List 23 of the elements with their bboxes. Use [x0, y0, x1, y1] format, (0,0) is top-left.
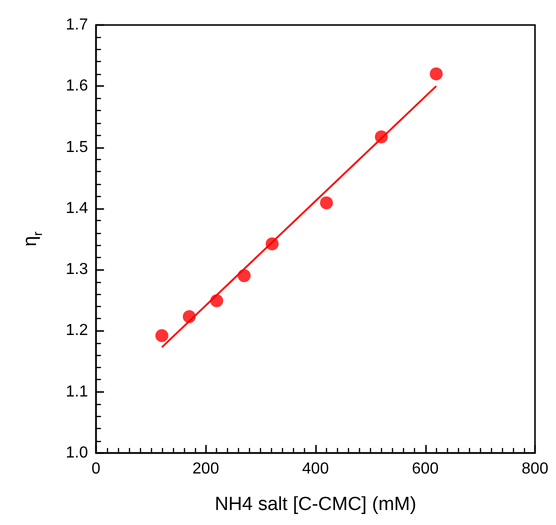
x-tick-label: 200	[192, 460, 220, 478]
y-tick-label: 1.7	[66, 16, 88, 34]
x-tick-label: 600	[412, 460, 439, 478]
y-tick-label: 1.4	[66, 200, 88, 217]
y-axis-title: ηr	[20, 230, 45, 246]
y-tick-label: 1.5	[66, 138, 88, 156]
y-tick-label: 1.6	[66, 78, 88, 95]
x-axis-title: NH4 salt [C-CMC] (mM)	[214, 494, 416, 515]
point	[155, 329, 168, 342]
point	[238, 269, 251, 282]
point	[210, 294, 224, 308]
point	[182, 310, 196, 324]
point	[430, 67, 443, 80]
point	[374, 130, 388, 144]
x-tick-label: 0	[92, 460, 101, 478]
y-tick-label: 1.0	[66, 444, 88, 462]
y-tick-label: 1.3	[66, 261, 88, 278]
y-tick-label: 1.2	[66, 322, 88, 340]
y-tick-label: 1.1	[66, 383, 88, 400]
point	[266, 237, 279, 250]
x-tick-label: 400	[302, 460, 329, 478]
point	[320, 196, 333, 210]
x-tick-label: 800	[522, 460, 548, 478]
